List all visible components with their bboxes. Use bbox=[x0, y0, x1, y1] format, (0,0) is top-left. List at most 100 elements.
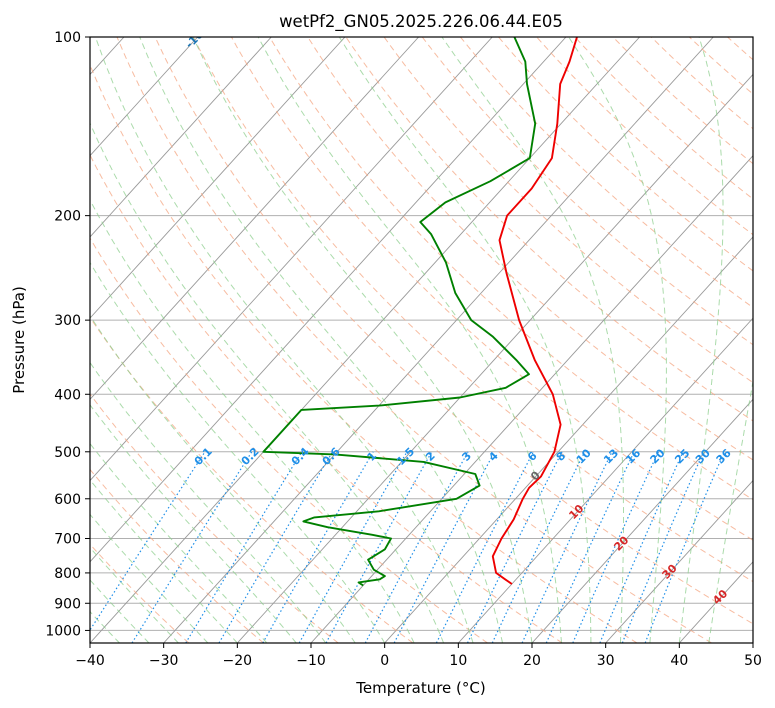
moist-adiabat bbox=[90, 314, 356, 643]
mixing-ratio-label: 4 bbox=[486, 449, 501, 464]
mixing-ratio-label: 6 bbox=[525, 449, 540, 464]
isotherm-gridline bbox=[90, 37, 419, 401]
dry-adiabat bbox=[90, 316, 414, 643]
y-tick-label: 1000 bbox=[45, 623, 81, 639]
mixing-ratio-label: 0.1 bbox=[192, 445, 215, 468]
mixing-ratio-line bbox=[393, 451, 496, 643]
moist-adiabat bbox=[90, 198, 415, 643]
isotherm-gridline bbox=[90, 37, 272, 238]
mixing-ratio-label: 10 bbox=[574, 446, 594, 466]
dry-adiabat bbox=[345, 37, 753, 422]
isotherm-gridline bbox=[90, 37, 346, 319]
y-tick-label: 900 bbox=[54, 596, 81, 612]
y-tick-label: 800 bbox=[54, 566, 81, 582]
dry-adiabat bbox=[536, 37, 753, 236]
moist-adiabat bbox=[192, 37, 533, 643]
mixing-ratio-line bbox=[364, 451, 469, 643]
isotherm-gridline bbox=[90, 37, 640, 643]
mixing-ratio-line bbox=[185, 451, 303, 643]
dry-adiabat bbox=[460, 37, 753, 309]
mixing-ratio-label: 25 bbox=[672, 447, 692, 467]
dry-adiabat bbox=[307, 37, 753, 461]
dry-adiabat bbox=[90, 393, 339, 643]
axes-layer: −40 −30 −20 −10 0 10 20 30 40 5010020030040050060… bbox=[45, 30, 762, 669]
isotherm-gridline bbox=[90, 37, 567, 563]
mixing-ratio-label: 0.4 bbox=[289, 445, 312, 468]
y-tick-label: 200 bbox=[54, 209, 81, 225]
moist-adiabat bbox=[94, 37, 474, 643]
chart-title: wetPf2_GN05.2025.226.06.44.E05 bbox=[279, 12, 563, 32]
dry-adiabat bbox=[383, 37, 753, 384]
mixing-ratio-label: 20 bbox=[648, 446, 668, 466]
dry-adiabat bbox=[116, 37, 712, 643]
dry-adiabat bbox=[90, 63, 638, 643]
moist-adiabat bbox=[90, 513, 209, 643]
dry-adiabat bbox=[90, 153, 563, 643]
x-tick-label: 10 bbox=[449, 653, 467, 669]
dry-adiabat bbox=[650, 37, 753, 130]
x-tick-label: 50 bbox=[744, 653, 762, 669]
moist-adiabat bbox=[708, 378, 753, 643]
isotherm-gridline bbox=[752, 642, 753, 643]
isotherm-gridline bbox=[90, 37, 198, 157]
mixing-ratio-label: 36 bbox=[714, 446, 734, 466]
mixing-ratio-line bbox=[466, 451, 563, 643]
x-tick-label: 0 bbox=[380, 653, 389, 669]
moist-adiabat bbox=[568, 37, 667, 643]
x-tick-label: 20 bbox=[523, 653, 541, 669]
dry-adiabat bbox=[421, 37, 753, 346]
y-tick-label: 600 bbox=[54, 492, 81, 508]
moist-adiabat bbox=[90, 121, 445, 643]
x-tick-label: −30 bbox=[149, 653, 179, 669]
grid-layer bbox=[90, 37, 775, 643]
moist-adiabat bbox=[90, 479, 238, 643]
dry-adiabat bbox=[154, 37, 753, 625]
moist-adiabat bbox=[257, 37, 562, 643]
dry-adiabat bbox=[612, 37, 753, 165]
mixing-ratio-label: 30 bbox=[693, 446, 713, 466]
moist-adiabat bbox=[90, 403, 297, 643]
y-tick-label: 100 bbox=[54, 30, 81, 46]
mixing-ratio-label: 0.2 bbox=[239, 445, 262, 468]
mixing-ratio-line bbox=[599, 451, 684, 643]
mixing-ratio-line bbox=[325, 451, 433, 643]
dry-adiabat bbox=[231, 37, 753, 541]
dry-adiabat bbox=[192, 37, 753, 583]
dry-adiabat bbox=[574, 37, 753, 200]
dewpoint-profile-line bbox=[262, 37, 537, 587]
dry-adiabat bbox=[269, 37, 753, 501]
temperature-profile-line bbox=[491, 37, 578, 585]
mixing-ratio-line bbox=[90, 451, 206, 632]
mixing-ratio-label: 13 bbox=[601, 447, 621, 467]
y-tick-label: 400 bbox=[54, 387, 81, 403]
isotherm-gridline bbox=[531, 398, 753, 643]
x-tick-label: 30 bbox=[597, 653, 615, 669]
moist-adiabat bbox=[678, 37, 724, 643]
x-tick-label: −10 bbox=[296, 653, 326, 669]
profile-layer bbox=[262, 37, 578, 587]
x-tick-label: 40 bbox=[670, 653, 688, 669]
moist-adiabat bbox=[90, 261, 386, 643]
moist-adiabat bbox=[139, 37, 503, 643]
x-tick-label: −40 bbox=[75, 653, 105, 669]
mixing-ratio-line bbox=[131, 451, 253, 643]
isotherm-gridline bbox=[384, 236, 753, 643]
moist-adiabat bbox=[441, 37, 624, 643]
x-axis-title: Temperature (°C) bbox=[355, 679, 485, 697]
y-axis-title: Pressure (hPa) bbox=[10, 286, 28, 394]
plot-frame bbox=[89, 36, 754, 644]
isotherm-gridline bbox=[90, 37, 493, 482]
dry-adiabat bbox=[766, 37, 775, 643]
isotherm-gridline bbox=[237, 73, 753, 643]
y-tick-label: 700 bbox=[54, 532, 81, 548]
dry-adiabat bbox=[90, 468, 264, 643]
moist-adiabat bbox=[90, 361, 327, 643]
mixing-ratio-line bbox=[644, 451, 725, 643]
dry-adiabat bbox=[688, 37, 753, 95]
mixing-ratio-label: 16 bbox=[623, 446, 643, 466]
isopleth-label-layer: -100-90-80-70-60-50-40-30-20-100.10.20.4… bbox=[183, 37, 734, 607]
mixing-ratio-line bbox=[572, 451, 659, 643]
mixing-ratio-label: 0.6 bbox=[320, 445, 343, 468]
